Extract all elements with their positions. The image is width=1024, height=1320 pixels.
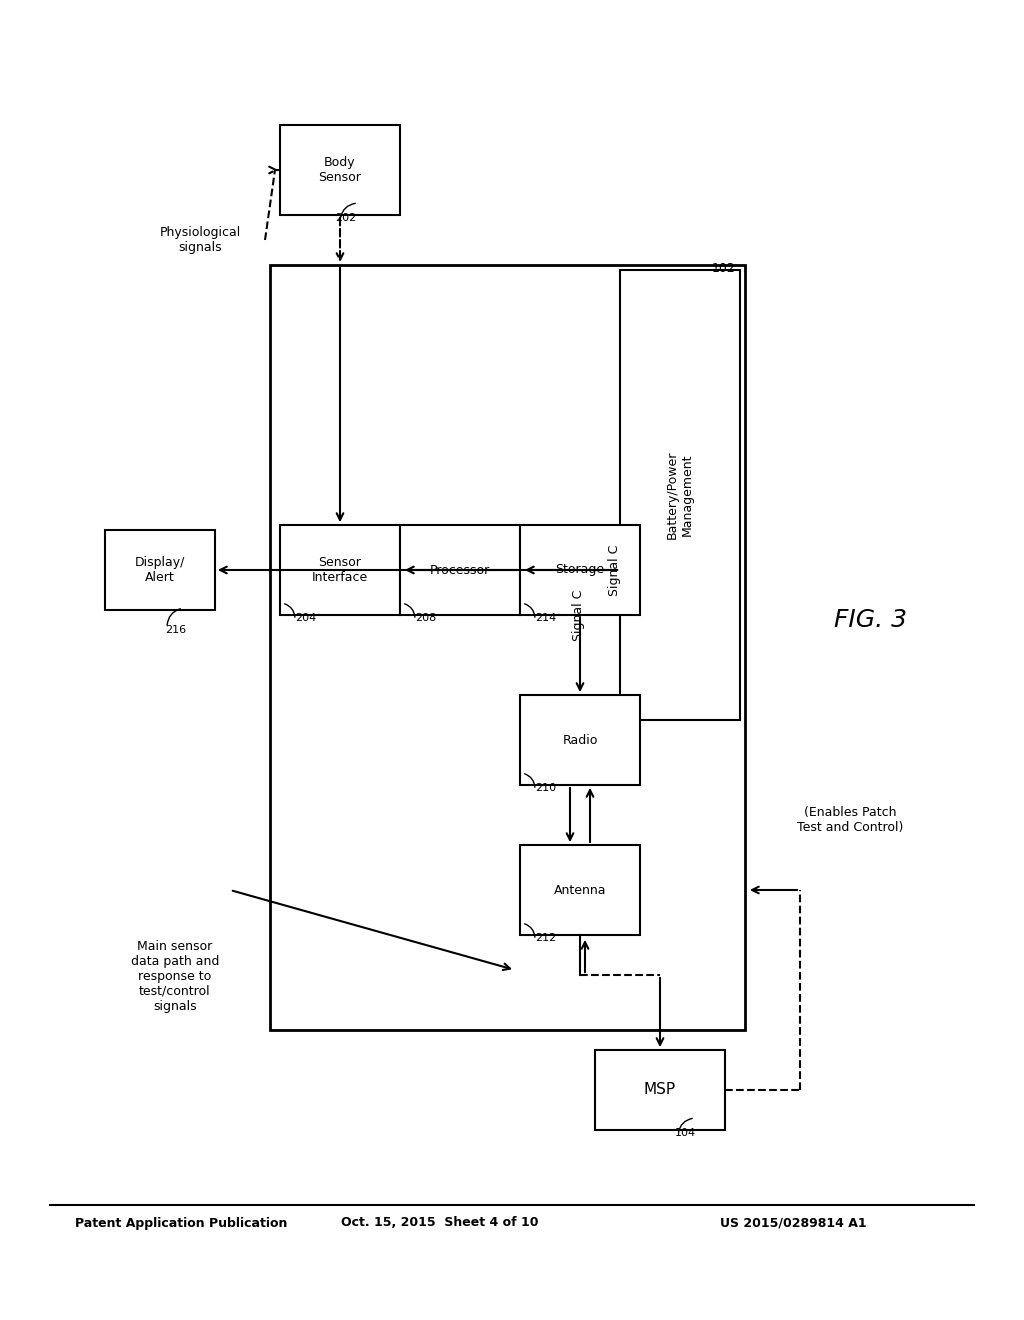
Text: 202: 202 [335,213,356,223]
Text: (Enables Patch
Test and Control): (Enables Patch Test and Control) [797,807,903,834]
Text: 208: 208 [415,612,436,623]
Text: Physiological
signals: Physiological signals [160,226,241,253]
Text: Body
Sensor: Body Sensor [318,156,361,183]
Text: Signal C: Signal C [572,590,585,642]
Text: Processor: Processor [430,564,490,577]
Text: Oct. 15, 2015  Sheet 4 of 10: Oct. 15, 2015 Sheet 4 of 10 [341,1217,539,1229]
Text: Main sensor
data path and
response to
test/control
signals: Main sensor data path and response to te… [131,940,219,1012]
Text: FIG. 3: FIG. 3 [834,609,906,632]
Text: Radio: Radio [562,734,598,747]
Text: 102: 102 [712,261,735,275]
Text: Battery/Power
Management: Battery/Power Management [666,451,694,539]
Text: US 2015/0289814 A1: US 2015/0289814 A1 [720,1217,866,1229]
Text: Patent Application Publication: Patent Application Publication [75,1217,288,1229]
Bar [400,525,520,615]
Text: 214: 214 [535,612,556,623]
Bar [595,1049,725,1130]
Text: 104: 104 [675,1129,696,1138]
Bar [280,525,400,615]
Bar [105,531,215,610]
Bar [520,696,640,785]
Text: Antenna: Antenna [554,883,606,896]
Text: 212: 212 [535,933,556,942]
Text: 210: 210 [535,783,556,793]
Text: 204: 204 [295,612,316,623]
Bar [520,845,640,935]
Bar [280,125,400,215]
Text: Sensor
Interface: Sensor Interface [312,556,368,583]
Text: Display/
Alert: Display/ Alert [135,556,185,583]
Text: MSP: MSP [644,1082,676,1097]
Text: 216: 216 [165,624,186,635]
Text: Signal C: Signal C [608,544,621,595]
Bar [270,265,745,1030]
Bar [620,271,740,719]
Text: Storage: Storage [555,564,604,577]
Bar [520,525,640,615]
